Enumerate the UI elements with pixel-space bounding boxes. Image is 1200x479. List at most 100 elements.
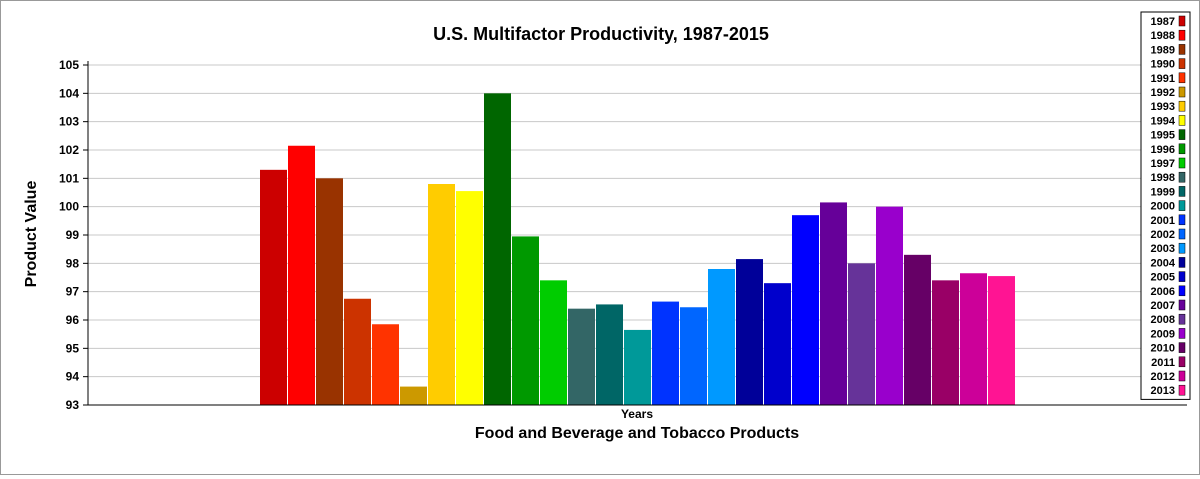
bar-1994 bbox=[456, 191, 483, 405]
legend-swatch-2005 bbox=[1178, 271, 1186, 282]
legend-label: 1989 bbox=[1151, 44, 1175, 56]
legend-swatch-1988 bbox=[1178, 29, 1186, 41]
legend-swatch-2006 bbox=[1178, 285, 1186, 297]
legend-label: 1987 bbox=[1151, 16, 1175, 28]
legend-swatch-2008 bbox=[1178, 313, 1186, 325]
legend-label: 2006 bbox=[1151, 286, 1175, 298]
x-axis-label: Food and Beverage and Tobacco Products bbox=[475, 425, 799, 442]
bar-1999 bbox=[596, 304, 623, 405]
bars bbox=[260, 93, 1015, 405]
legend-label: 2013 bbox=[1151, 385, 1175, 397]
chart-title: U.S. Multifactor Productivity, 1987-2015 bbox=[433, 24, 769, 44]
legend-label: 1988 bbox=[1151, 30, 1175, 42]
legend-swatch-2009 bbox=[1178, 328, 1186, 339]
bar-1995 bbox=[484, 93, 511, 405]
bar-1993 bbox=[428, 184, 455, 405]
legend-swatch-1991 bbox=[1178, 72, 1186, 84]
legend-label: 2002 bbox=[1151, 229, 1175, 241]
bar-2011 bbox=[932, 280, 959, 405]
y-tick-label: 97 bbox=[66, 285, 80, 299]
legend-swatch-1994 bbox=[1178, 115, 1186, 126]
bar-1992 bbox=[400, 386, 427, 405]
y-tick-label: 104 bbox=[59, 86, 79, 100]
category-label: Years bbox=[621, 407, 653, 421]
legend-swatch-2013 bbox=[1178, 384, 1186, 396]
y-tick-label: 103 bbox=[59, 115, 79, 129]
legend-swatch-1987 bbox=[1178, 15, 1186, 27]
bar-2006 bbox=[792, 215, 819, 405]
bar-2007 bbox=[820, 202, 847, 405]
bar-1987 bbox=[260, 169, 287, 405]
legend-label: 2007 bbox=[1151, 300, 1175, 312]
legend-label: 1997 bbox=[1151, 158, 1175, 170]
y-axis-label: Product Value bbox=[23, 181, 40, 288]
legend-swatch-2007 bbox=[1178, 299, 1186, 311]
legend-label: 2000 bbox=[1151, 201, 1175, 213]
legend-label: 2008 bbox=[1151, 314, 1175, 326]
legend-swatch-1992 bbox=[1178, 86, 1186, 98]
legend-swatch-2003 bbox=[1178, 242, 1186, 254]
legend-swatch-1990 bbox=[1178, 58, 1186, 69]
bar-2004 bbox=[736, 259, 763, 405]
legend-label: 2012 bbox=[1151, 371, 1175, 383]
bar-1990 bbox=[344, 298, 371, 405]
legend-label: 1994 bbox=[1151, 115, 1176, 127]
legend-swatch-2010 bbox=[1178, 342, 1186, 353]
legend-swatch-2004 bbox=[1178, 257, 1186, 268]
legend-label: 2003 bbox=[1151, 243, 1175, 255]
bar-1991 bbox=[372, 324, 399, 405]
legend-swatch-2011 bbox=[1178, 356, 1186, 368]
legend-swatch-2000 bbox=[1178, 200, 1186, 211]
legend-swatch-2001 bbox=[1178, 214, 1186, 226]
legend-label: 1996 bbox=[1151, 144, 1175, 156]
bar-1988 bbox=[288, 145, 315, 405]
bar-2003 bbox=[708, 269, 735, 405]
legend-label: 1993 bbox=[1151, 101, 1175, 113]
bar-1998 bbox=[568, 308, 595, 405]
y-tick-label: 95 bbox=[66, 341, 80, 355]
legend-label: 1990 bbox=[1151, 59, 1175, 71]
bar-2005 bbox=[764, 283, 791, 405]
axes: 93 94 95 96 97 98 99 100 101 102 103 104 105 bbox=[59, 58, 1187, 412]
bar-2001 bbox=[652, 301, 679, 405]
legend-swatch-1998 bbox=[1178, 171, 1186, 183]
y-tick-label: 94 bbox=[66, 370, 80, 384]
legend-swatch-2012 bbox=[1178, 370, 1186, 382]
legend-label: 1991 bbox=[1151, 73, 1175, 85]
bar-2002 bbox=[680, 307, 707, 405]
legend-swatch-2002 bbox=[1178, 228, 1186, 240]
y-tick-label: 101 bbox=[59, 171, 79, 185]
legend-label: 2004 bbox=[1151, 257, 1176, 269]
legend-label: 1998 bbox=[1151, 172, 1175, 184]
legend-swatch-1996 bbox=[1178, 143, 1186, 155]
bar-1989 bbox=[316, 178, 343, 405]
bar-2013 bbox=[988, 276, 1015, 405]
bar-2000 bbox=[624, 329, 651, 405]
bar-2008 bbox=[848, 263, 875, 405]
legend: 1987 1988 1989 1990 1991 1992 1993 1994 1995 1996… bbox=[1140, 11, 1191, 400]
legend-label: 2011 bbox=[1151, 357, 1175, 369]
legend-label: 2001 bbox=[1151, 215, 1175, 227]
bar-1996 bbox=[512, 236, 539, 405]
y-tick-label: 105 bbox=[59, 58, 79, 72]
y-tick-label: 96 bbox=[66, 313, 80, 327]
y-tick-label: 99 bbox=[66, 228, 80, 242]
legend-label: 2010 bbox=[1151, 343, 1175, 355]
y-tick-label: 100 bbox=[59, 200, 79, 214]
bar-2012 bbox=[960, 273, 987, 405]
bar-1997 bbox=[540, 280, 567, 405]
bar-2009 bbox=[876, 206, 903, 405]
legend-label: 1999 bbox=[1151, 186, 1175, 198]
legend-label: 2005 bbox=[1151, 272, 1175, 284]
bar-2010 bbox=[904, 254, 931, 405]
legend-label: 1995 bbox=[1151, 130, 1175, 142]
legend-label: 1992 bbox=[1151, 87, 1175, 99]
y-tick-label: 98 bbox=[66, 256, 80, 270]
legend-label: 2009 bbox=[1151, 328, 1175, 340]
y-tick-label: 93 bbox=[66, 398, 80, 412]
legend-swatch-1997 bbox=[1178, 157, 1186, 169]
y-tick-label: 102 bbox=[59, 143, 79, 157]
legend-swatch-1993 bbox=[1178, 100, 1186, 112]
